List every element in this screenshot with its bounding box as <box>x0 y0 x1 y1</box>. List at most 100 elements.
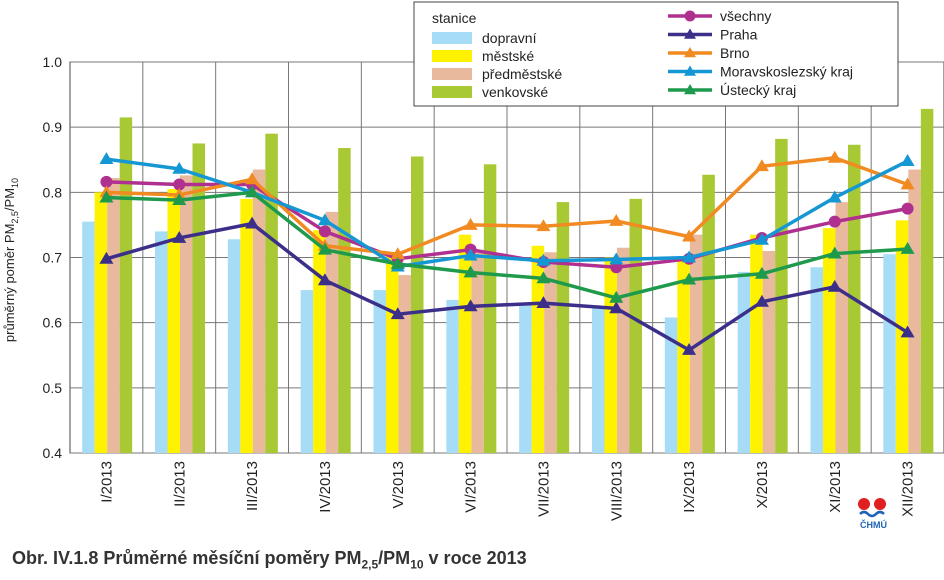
bar-dopravní <box>446 299 459 453</box>
chmu-logo <box>854 496 894 536</box>
bar-městské <box>823 228 836 453</box>
point-všechny <box>318 225 331 238</box>
bar-venkovské <box>119 117 133 454</box>
bar-venkovské <box>338 148 351 453</box>
bar-venkovské <box>775 138 788 453</box>
point-Moravskoslezský kraj <box>172 161 187 174</box>
legend-marker <box>684 28 696 39</box>
point-Brno <box>609 214 624 226</box>
bar-dopravní <box>155 231 168 453</box>
point-Moravskoslezský kraj <box>99 152 114 164</box>
bar-venkovské <box>265 133 278 453</box>
x-tick-label: VI/2013 <box>463 461 480 513</box>
bar-dopravní <box>737 271 751 453</box>
point-Praha <box>609 301 624 314</box>
point-Brno <box>390 247 405 260</box>
point-Moravskoslezský kraj <box>609 252 624 265</box>
bar-venkovské <box>629 198 642 453</box>
legend-label: předměstské <box>482 66 562 82</box>
bar-předměstské <box>471 250 484 453</box>
line-všechny <box>106 180 908 270</box>
legend-swatch-městské <box>432 50 472 62</box>
legend-label: Praha <box>720 27 758 43</box>
legend-marker <box>684 47 696 58</box>
legend-label: všechny <box>720 8 771 24</box>
bar-předměstské <box>762 250 776 453</box>
bar-dopravní <box>592 306 605 453</box>
line-Brno <box>106 156 909 256</box>
point-Ústecký kraj <box>390 257 405 269</box>
point-všechny <box>173 178 186 191</box>
point-Ústecký kraj <box>754 266 769 279</box>
bar-předměstské <box>398 275 411 453</box>
bar-series-group <box>82 108 934 454</box>
legend-marker <box>684 84 696 95</box>
bar-městské <box>94 192 108 454</box>
bar-městské <box>167 189 180 453</box>
point-Moravskoslezský kraj <box>317 213 332 226</box>
line-Ústecký kraj <box>106 190 908 300</box>
y-tick-label: 0.9 <box>43 119 63 135</box>
x-axis-ticks: I/2013 II/2013 III/2013 IV/2013 V/2013 VI/201… <box>98 461 916 521</box>
point-Ústecký kraj <box>827 246 842 259</box>
legend-label: Brno <box>720 45 750 61</box>
legend-label: dopravní <box>482 30 537 46</box>
point-Praha <box>682 343 697 355</box>
y-tick-label: 0.8 <box>43 184 63 200</box>
bar-předměstské <box>107 177 120 453</box>
line-Praha <box>105 221 909 352</box>
x-tick-label: X/2013 <box>754 461 771 509</box>
bar-předměstské <box>325 211 339 453</box>
x-tick-label: VIII/2013 <box>608 461 625 521</box>
bar-dopravní <box>519 303 532 453</box>
bar-předměstské <box>617 247 630 453</box>
y-tick-label: 0.6 <box>43 315 63 331</box>
point-Ústecký kraj <box>536 271 551 284</box>
bar-městské <box>750 234 763 453</box>
bar-městské <box>240 198 253 453</box>
point-Ústecký kraj <box>900 242 915 254</box>
point-Moravskoslezský kraj <box>536 253 551 266</box>
y-tick-label: 1.0 <box>43 54 63 70</box>
point-Ústecký kraj <box>172 193 187 206</box>
bar-městské <box>458 234 472 453</box>
y-tick-label: 0.5 <box>43 380 63 396</box>
bar-venkovské <box>483 164 497 454</box>
bar-předměstské <box>252 169 266 453</box>
gridlines <box>70 61 944 454</box>
bar-předměstské <box>835 202 848 453</box>
point-Praha <box>463 299 478 312</box>
figure-caption: Obr. IV.1.8 Průměrné měsíční poměry PM2,… <box>12 548 527 572</box>
chmu-logo-icon <box>858 498 886 518</box>
point-Praha <box>390 307 405 320</box>
point-Praha <box>317 273 332 286</box>
bar-dopravní <box>373 290 386 453</box>
x-tick-label: II/2013 <box>171 461 188 507</box>
point-Brno <box>536 219 551 232</box>
point-všechny <box>901 202 914 215</box>
point-Moravskoslezský kraj <box>463 248 478 261</box>
legend-box <box>413 1 899 107</box>
point-Praha <box>172 230 187 243</box>
point-Praha <box>754 294 769 307</box>
bar-dopravní <box>810 267 823 453</box>
x-tick-label: VII/2013 <box>535 461 552 517</box>
bar-dopravní <box>300 290 314 453</box>
legend-marker <box>684 65 696 76</box>
x-tick-label: XI/2013 <box>827 461 844 513</box>
y-axis-label: průměrný poměr PM2,5/PM10 <box>2 178 20 342</box>
point-Praha <box>245 216 260 229</box>
chart-area: 0.4 0.5 0.6 0.7 0.8 0.9 1.0 I/2013 II/2013 III/2… <box>2 1 944 521</box>
bar-venkovské <box>702 174 715 453</box>
point-Ústecký kraj <box>317 242 332 255</box>
legend-label: městské <box>482 48 534 64</box>
legend-label: venkovské <box>482 84 548 100</box>
point-Ústecký kraj <box>463 265 478 278</box>
x-tick-label: XII/2013 <box>900 461 917 517</box>
point-všechny <box>100 175 113 188</box>
point-Praha <box>900 325 915 338</box>
x-tick-label: III/2013 <box>244 461 261 511</box>
point-Brno <box>682 229 697 242</box>
point-Ústecký kraj <box>609 290 624 303</box>
point-Brno <box>245 172 260 185</box>
